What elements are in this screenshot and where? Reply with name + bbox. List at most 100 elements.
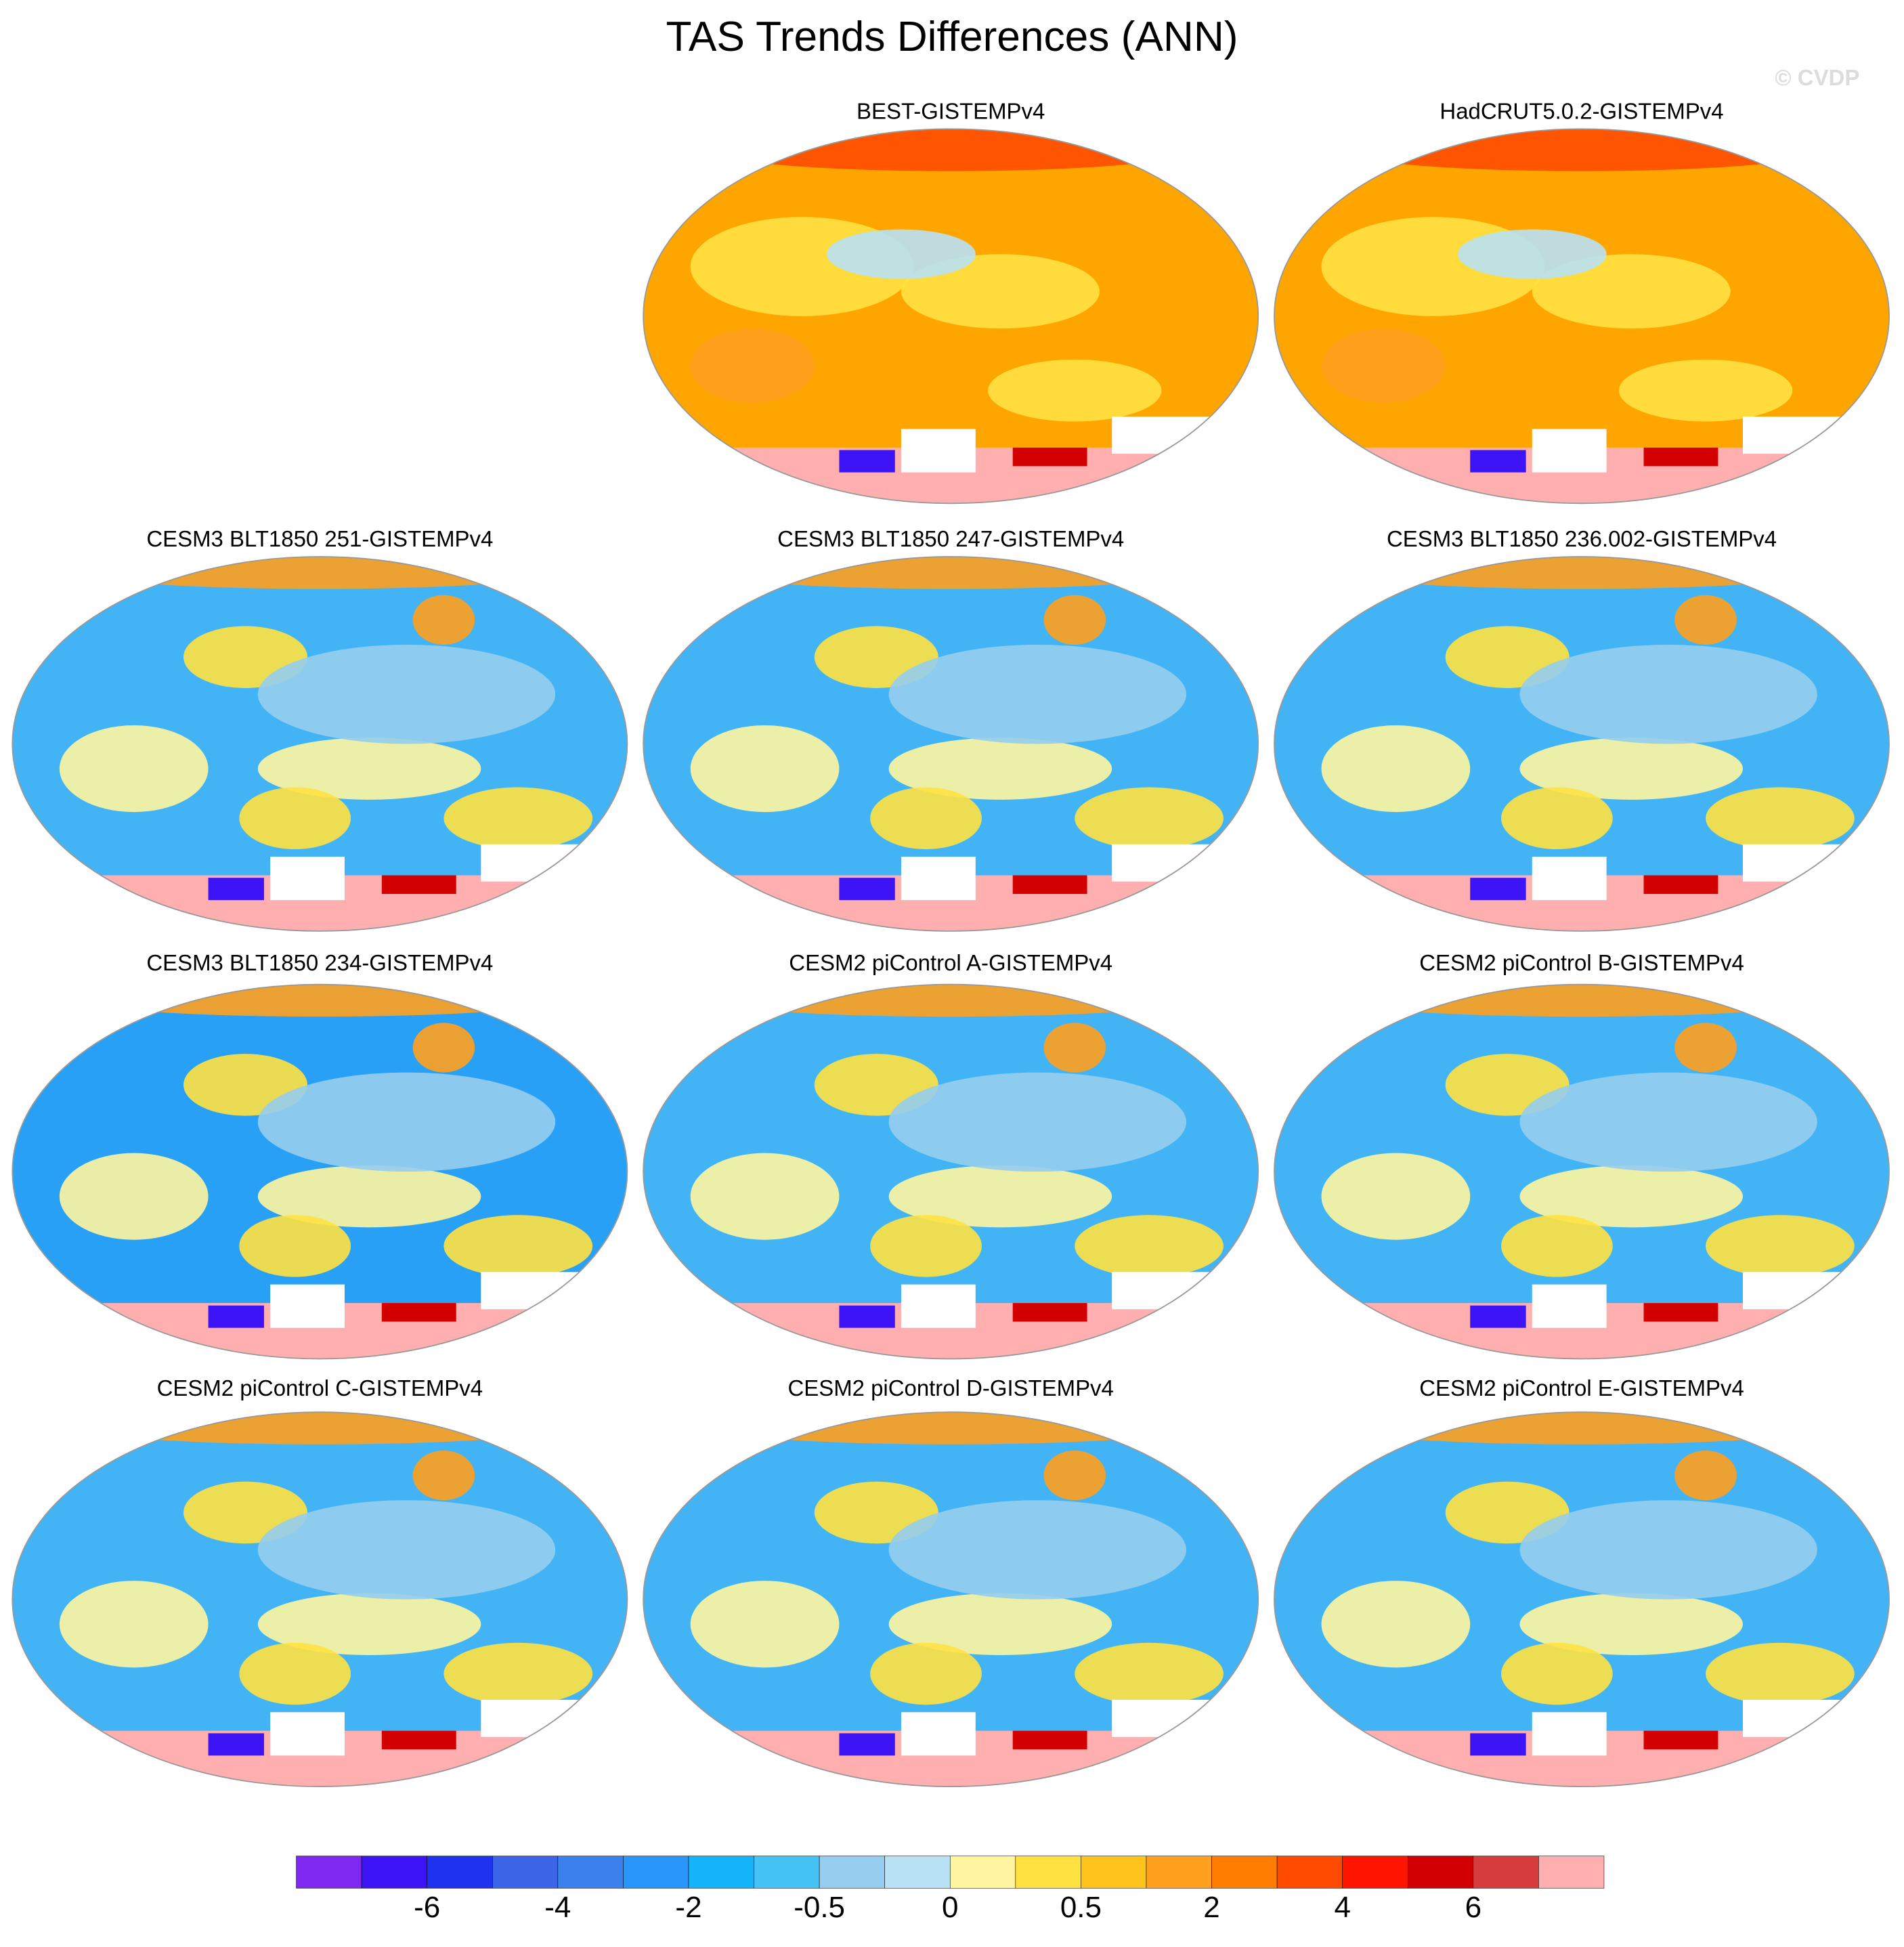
panel-title: CESM3 BLT1850 251-GISTEMPv4 bbox=[146, 526, 493, 551]
missing-data bbox=[901, 429, 976, 473]
map-outline bbox=[1274, 556, 1890, 932]
map-anomaly bbox=[1457, 229, 1607, 279]
missing-data bbox=[1532, 857, 1607, 901]
missing-data bbox=[901, 1284, 976, 1328]
antarctic-anomaly bbox=[208, 1733, 264, 1756]
map-anomaly bbox=[1674, 595, 1737, 645]
colorbar-label: 4 bbox=[1334, 1891, 1350, 1924]
missing-data bbox=[1532, 1284, 1607, 1328]
antarctic-anomaly bbox=[1470, 450, 1526, 473]
map-anomaly bbox=[412, 1450, 475, 1501]
missing-data bbox=[901, 1712, 976, 1756]
map bbox=[12, 1412, 628, 1787]
colorbar-box bbox=[949, 1856, 1016, 1889]
figure-title: TAS Trends Differences (ANN) bbox=[666, 14, 1238, 60]
map-anomaly bbox=[59, 725, 209, 813]
colorbar-label: 2 bbox=[1203, 1891, 1219, 1924]
antarctic-anomaly bbox=[1012, 447, 1087, 467]
map-anomaly bbox=[59, 1581, 209, 1668]
antarctic-anomaly bbox=[1012, 1730, 1087, 1750]
map-outline bbox=[1274, 1411, 1890, 1788]
panel-title: CESM3 BLT1850 247-GISTEMPv4 bbox=[777, 526, 1124, 551]
map-anomaly bbox=[1706, 1215, 1855, 1277]
colorbar-label: -6 bbox=[414, 1891, 440, 1924]
map-anomaly bbox=[1706, 787, 1855, 850]
map-anomaly bbox=[1706, 1642, 1855, 1705]
map-anomaly bbox=[1519, 644, 1817, 744]
panel-title: CESM2 piControl D-GISTEMPv4 bbox=[787, 1375, 1113, 1400]
map-outline bbox=[643, 556, 1259, 932]
colorbar-box bbox=[623, 1856, 689, 1889]
colorbar-box bbox=[361, 1856, 427, 1889]
map-anomaly bbox=[1333, 1412, 1830, 1445]
colorbar-box bbox=[557, 1856, 624, 1889]
map-anomaly bbox=[1075, 1642, 1224, 1705]
map bbox=[12, 557, 628, 931]
colorbar-label: 0 bbox=[942, 1891, 958, 1924]
antarctic-anomaly bbox=[1643, 1730, 1718, 1750]
missing-data bbox=[901, 857, 976, 901]
panel-title: CESM3 BLT1850 234-GISTEMPv4 bbox=[146, 950, 493, 975]
map-anomaly bbox=[1501, 1642, 1613, 1705]
map-anomaly bbox=[888, 1500, 1187, 1600]
colorbar-box bbox=[819, 1856, 885, 1889]
map bbox=[643, 557, 1259, 931]
map-anomaly bbox=[703, 1412, 1199, 1445]
colorbar-box bbox=[754, 1856, 820, 1889]
map-anomaly bbox=[257, 737, 481, 800]
map-anomaly bbox=[703, 129, 1199, 171]
map-anomaly bbox=[827, 229, 976, 279]
colorbar-label: -2 bbox=[675, 1891, 701, 1924]
map-anomaly bbox=[870, 787, 982, 850]
antarctic-anomaly bbox=[1470, 1733, 1526, 1756]
colorbar-label: 0.5 bbox=[1060, 1891, 1102, 1924]
map-anomaly bbox=[257, 1165, 481, 1228]
map-anomaly bbox=[901, 254, 1100, 329]
colorbar-box bbox=[1276, 1856, 1343, 1889]
panel-title: CESM3 BLT1850 236.002-GISTEMPv4 bbox=[1387, 526, 1777, 551]
missing-data bbox=[1532, 1712, 1607, 1756]
map-anomaly bbox=[1519, 1072, 1817, 1172]
panel-title: CESM2 piControl C-GISTEMPv4 bbox=[157, 1375, 483, 1400]
antarctic-anomaly bbox=[1643, 875, 1718, 894]
map-anomaly bbox=[1043, 1023, 1106, 1073]
panel-title: CESM2 piControl A-GISTEMPv4 bbox=[789, 950, 1112, 975]
antarctic-anomaly bbox=[208, 1305, 264, 1328]
colorbar-box bbox=[427, 1856, 493, 1889]
map-outline bbox=[1274, 128, 1890, 505]
map-anomaly bbox=[888, 737, 1112, 800]
map-anomaly bbox=[72, 1412, 568, 1445]
map-anomaly bbox=[690, 1581, 840, 1668]
map-outline bbox=[643, 983, 1259, 1360]
map-anomaly bbox=[1043, 595, 1106, 645]
missing-data bbox=[270, 1284, 345, 1328]
colorbar-box bbox=[492, 1856, 559, 1889]
map-outline bbox=[1274, 983, 1890, 1360]
map-anomaly bbox=[1043, 1450, 1106, 1501]
colorbar-box bbox=[1473, 1856, 1539, 1889]
map-anomaly bbox=[257, 1593, 481, 1656]
missing-data bbox=[270, 857, 345, 901]
map-anomaly bbox=[870, 1215, 982, 1277]
map-anomaly bbox=[443, 787, 593, 850]
map-anomaly bbox=[443, 1642, 593, 1705]
colorbar-label: -0.5 bbox=[794, 1891, 845, 1924]
map-anomaly bbox=[257, 1072, 556, 1172]
colorbar-box bbox=[1211, 1856, 1278, 1889]
antarctic-anomaly bbox=[1470, 878, 1526, 901]
map-anomaly bbox=[1532, 254, 1731, 329]
antarctic-anomaly bbox=[208, 878, 264, 901]
map-anomaly bbox=[690, 328, 815, 403]
map-anomaly bbox=[1321, 725, 1471, 813]
antarctic-anomaly bbox=[381, 875, 456, 894]
antarctic-anomaly bbox=[839, 1305, 895, 1328]
colorbar-box bbox=[884, 1856, 951, 1889]
map bbox=[643, 1412, 1259, 1787]
colorbar-box bbox=[1146, 1856, 1212, 1889]
map-anomaly bbox=[888, 1165, 1112, 1228]
map-anomaly bbox=[1333, 129, 1830, 171]
map-anomaly bbox=[1075, 787, 1224, 850]
map-anomaly bbox=[239, 1215, 351, 1277]
map-anomaly bbox=[239, 1642, 351, 1705]
